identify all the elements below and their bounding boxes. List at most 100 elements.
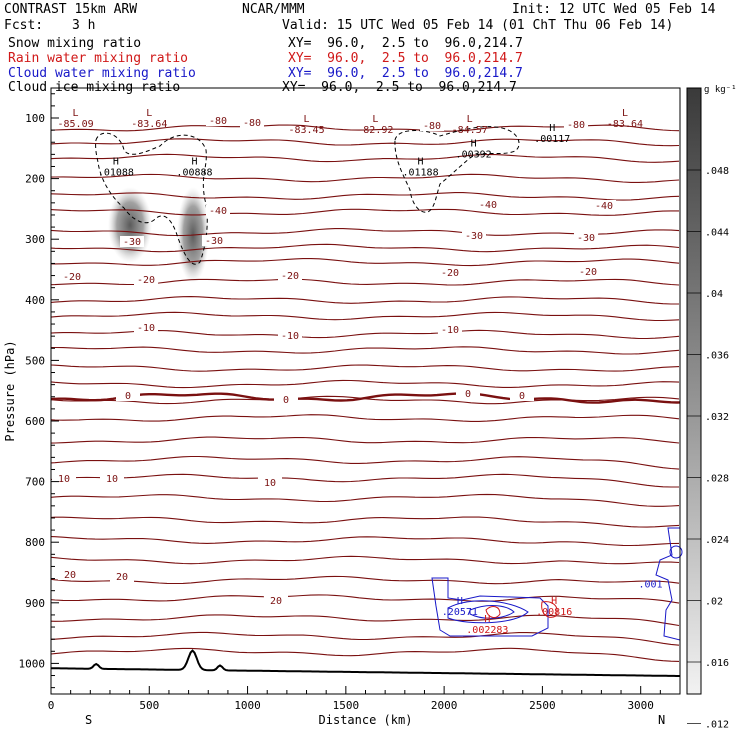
- isotherm-line: [51, 138, 680, 147]
- contour-label-bg: [134, 322, 158, 333]
- colorbar-ticks: .048 .044 .04 .036 .032 .028 .024 .02 .016 .012: [687, 166, 729, 731]
- cloud-water-contour-3: [469, 605, 515, 619]
- axes: 0 500 1000 1500 2000 2500 30001002003004005006…: [3, 93, 665, 727]
- fcst-value: 3 h: [72, 18, 96, 33]
- isotherm-line: [51, 258, 680, 267]
- isotherm-line: [51, 594, 680, 604]
- isotherm-line: [51, 631, 680, 646]
- x-tick-label: 1000: [234, 699, 261, 712]
- cloud-water-contours: [431, 527, 683, 641]
- contour-label: -30: [205, 236, 223, 247]
- contour-label: -80: [243, 118, 261, 129]
- isotherm-line: [51, 473, 679, 488]
- colorbar-label: .016: [705, 658, 729, 669]
- contour-label-bg: [110, 571, 134, 582]
- field-name-rain: Rain water mixing ratio: [8, 51, 189, 66]
- extremum-value: .00816: [536, 607, 572, 618]
- contour-label: -30: [465, 231, 483, 242]
- init-time: Init: 12 UTC Wed 05 Feb 14: [512, 2, 716, 17]
- contour-label: 0: [519, 391, 525, 402]
- contour-label: -40: [209, 206, 227, 217]
- isotherm-lines: [51, 124, 680, 662]
- extremum-marker: H: [549, 123, 555, 134]
- contour-label: -20: [281, 271, 299, 282]
- cloud-water-contour-1: [431, 577, 549, 637]
- contour-label: 20: [116, 572, 128, 583]
- contour-label: -20: [441, 268, 459, 279]
- isotherm-line: [51, 311, 680, 322]
- model-title: CONTRAST 15km ARW: [4, 2, 138, 17]
- extremum-value: .002283: [466, 625, 508, 636]
- y-tick-label: 400: [25, 294, 45, 307]
- isotherm-line: [51, 379, 680, 389]
- extremum-marker: H: [191, 157, 197, 168]
- colorbar: .048 .044 .04 .036 .032 .028 .024 .02 .016 .012 g…: [686, 85, 737, 731]
- contour-label: -10: [281, 331, 299, 342]
- y-tick-label: 700: [25, 476, 45, 489]
- extremum-marker: L: [622, 108, 628, 119]
- contour-label-bg: [576, 266, 600, 277]
- field-name-cloud-water: Cloud water mixing ratio: [8, 66, 196, 81]
- contour-label: 10: [58, 474, 70, 485]
- isotherm-line: [51, 575, 680, 585]
- cloud-water-contour-5: [669, 545, 683, 559]
- contour-label: -40: [595, 201, 613, 212]
- contour-label: -10: [137, 323, 155, 334]
- isotherm-line: [51, 455, 680, 470]
- contour-label-bg: [456, 388, 480, 399]
- cloud-water-contour-2: [447, 600, 529, 624]
- y-tick-label: 900: [25, 597, 45, 610]
- contour-label: 20: [64, 570, 76, 581]
- isotherm-line: [51, 647, 680, 662]
- isotherm-line: [51, 173, 680, 183]
- extremum-marker: L: [146, 108, 152, 119]
- contour-labels: -80 -80 -80 -80 -40 -40 -40 -30 -30 -30 -30 -20 -20 -…: [52, 115, 616, 607]
- contour-label: -30: [123, 237, 141, 248]
- contour-label-bg: [420, 120, 444, 131]
- extremum-marker: H: [457, 596, 463, 607]
- field-xy-snow: XY= 96.0, 2.5 to 96.0,214.7: [288, 36, 523, 51]
- isotherm-line: [51, 364, 680, 372]
- y-tick-label: 200: [25, 173, 45, 186]
- colorbar-units: g kg⁻¹: [704, 85, 737, 95]
- colorbar-label: .032: [705, 412, 729, 423]
- contour-label: 10: [106, 474, 118, 485]
- contour-label: -80: [209, 116, 227, 127]
- contour-label-bg: [438, 324, 462, 335]
- isotherm-line: [51, 296, 679, 305]
- contour-label-bg: [52, 473, 76, 484]
- contour-label-bg: [206, 205, 230, 216]
- contour-label: -80: [423, 121, 441, 132]
- extremum-value: .01088: [98, 168, 134, 179]
- extremum-value: -85.09: [58, 119, 94, 130]
- colorbar-label: .028: [705, 474, 729, 485]
- y-tick-label: 800: [25, 536, 45, 549]
- cloud-ice-contour-east: [394, 126, 520, 213]
- isotherm-line: [51, 414, 680, 422]
- isotherm-line: [51, 555, 680, 565]
- cloud-ice-contour-west: [95, 132, 208, 265]
- contour-label-bg: [116, 390, 140, 401]
- extremum-value: .00392: [456, 149, 492, 160]
- isotherm-line: [51, 536, 680, 547]
- x-tick-label: 2000: [431, 699, 458, 712]
- contour-label: -20: [63, 272, 81, 283]
- extremum-value: -82.92: [357, 125, 393, 136]
- extremum-value: -83.64: [131, 119, 167, 130]
- y-axis-title: Pressure (hPa): [3, 340, 17, 441]
- field-name-snow: Snow mixing ratio: [8, 36, 142, 51]
- rain-contour-2: [541, 601, 558, 618]
- contour-label-bg: [510, 390, 534, 401]
- contour-label: -10: [441, 325, 459, 336]
- isotherm-line: [51, 243, 680, 253]
- extremum-value: .00117: [534, 134, 570, 145]
- x-right-label: N: [658, 713, 665, 727]
- terrain-line: [50, 649, 680, 677]
- cloud-ice-contours: [95, 126, 520, 265]
- contour-label-bg: [278, 270, 302, 281]
- contour-label: 0: [125, 391, 131, 402]
- y-tick-label: 100: [25, 112, 45, 125]
- isotherm-line: [51, 493, 680, 507]
- colorbar-label: .02: [705, 597, 723, 608]
